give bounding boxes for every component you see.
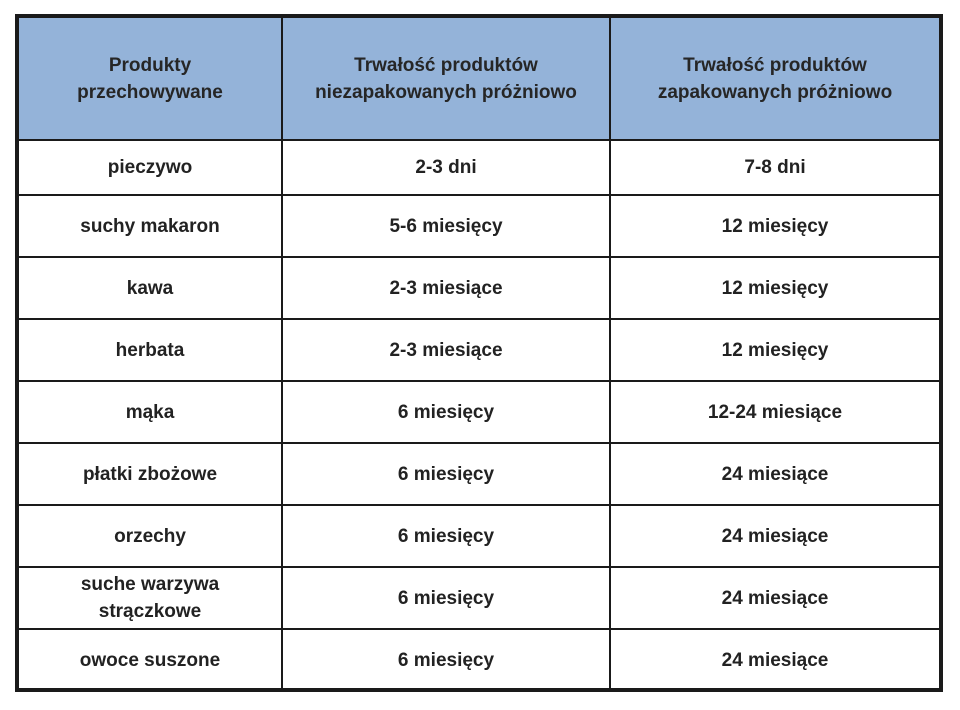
unpacked-cell: 2-3 miesiące — [281, 256, 611, 320]
product-name: suchy makaron — [80, 215, 220, 237]
product-cell: mąka — [19, 380, 283, 444]
table-row: herbata 2-3 miesiące 12 miesięcy — [19, 318, 939, 382]
product-cell: kawa — [19, 256, 283, 320]
unpacked-cell: 5-6 miesięcy — [281, 194, 611, 258]
header-products: Produkty przechowywane — [19, 18, 283, 141]
vacuum-cell: 24 miesiące — [609, 628, 939, 691]
table-row: pieczywo 2-3 dni 7-8 dni — [19, 139, 939, 196]
table-row: mąka 6 miesięcy 12-24 miesiące — [19, 380, 939, 444]
unpacked-cell: 2-3 miesiące — [281, 318, 611, 382]
header-products-line-2: przechowywane — [77, 81, 223, 103]
product-cell: orzechy — [19, 504, 283, 568]
product-cell: pieczywo — [19, 139, 283, 196]
product-name: pieczywo — [107, 157, 193, 178]
product-cell: suchy makaron — [19, 194, 283, 258]
product-name: płatki zbożowe — [82, 463, 218, 485]
header-vacuum-line-2: zapakowanych próżniowo — [657, 81, 893, 103]
header-unpacked-line-1: Trwałość produktów — [354, 54, 538, 76]
shelf-life-table: Produkty przechowywane Trwałość produktó… — [19, 18, 939, 691]
header-vacuum-line-1: Trwałość produktów — [683, 54, 867, 76]
unpacked-cell: 6 miesięcy — [281, 380, 611, 444]
vacuum-cell: 24 miesiące — [609, 442, 939, 506]
vacuum-cell: 24 miesiące — [609, 504, 939, 568]
vacuum-cell: 12 miesięcy — [609, 256, 939, 320]
product-name: kawa — [126, 277, 174, 299]
product-name: mąka — [125, 401, 175, 423]
product-cell: suche warzywa strączkowe — [19, 566, 283, 630]
table-row: suchy makaron 5-6 miesięcy 12 miesięcy — [19, 194, 939, 258]
unpacked-cell: 6 miesięcy — [281, 566, 611, 630]
unpacked-cell: 6 miesięcy — [281, 442, 611, 506]
header-products-line-1: Produkty — [108, 54, 192, 76]
header-row: Produkty przechowywane Trwałość produktó… — [19, 18, 939, 141]
header-vacuum: Trwałość produktów zapakowanych próżniow… — [609, 18, 939, 141]
table-row: kawa 2-3 miesiące 12 miesięcy — [19, 256, 939, 320]
product-name-line-1: suche warzywa — [80, 574, 220, 595]
table-row: orzechy 6 miesięcy 24 miesiące — [19, 504, 939, 568]
vacuum-cell: 12 miesięcy — [609, 318, 939, 382]
product-cell: płatki zbożowe — [19, 442, 283, 506]
product-name: herbata — [115, 339, 185, 361]
table-header: Produkty przechowywane Trwałość produktó… — [19, 18, 939, 141]
product-cell: herbata — [19, 318, 283, 382]
product-name: orzechy — [114, 525, 186, 547]
product-cell: owoce suszone — [19, 628, 283, 691]
unpacked-cell: 6 miesięcy — [281, 628, 611, 691]
table-row: owoce suszone 6 miesięcy 24 miesiące — [19, 628, 939, 691]
product-name-line-2: strączkowe — [98, 601, 202, 622]
vacuum-cell: 24 miesiące — [609, 566, 939, 630]
table-row: płatki zbożowe 6 miesięcy 24 miesiące — [19, 442, 939, 506]
header-unpacked: Trwałość produktów niezapakowanych próżn… — [281, 18, 611, 141]
product-name: owoce suszone — [79, 650, 221, 671]
shelf-life-table-frame: Produkty przechowywane Trwałość produktó… — [15, 14, 943, 692]
vacuum-cell: 7-8 dni — [609, 139, 939, 196]
unpacked-cell: 2-3 dni — [281, 139, 611, 196]
table-body: pieczywo 2-3 dni 7-8 dni suchy makaron 5… — [19, 139, 939, 691]
table-row: suche warzywa strączkowe 6 miesięcy 24 m… — [19, 566, 939, 630]
header-unpacked-line-2: niezapakowanych próżniowo — [315, 81, 577, 103]
vacuum-cell: 12 miesięcy — [609, 194, 939, 258]
unpacked-cell: 6 miesięcy — [281, 504, 611, 568]
vacuum-cell: 12-24 miesiące — [609, 380, 939, 444]
